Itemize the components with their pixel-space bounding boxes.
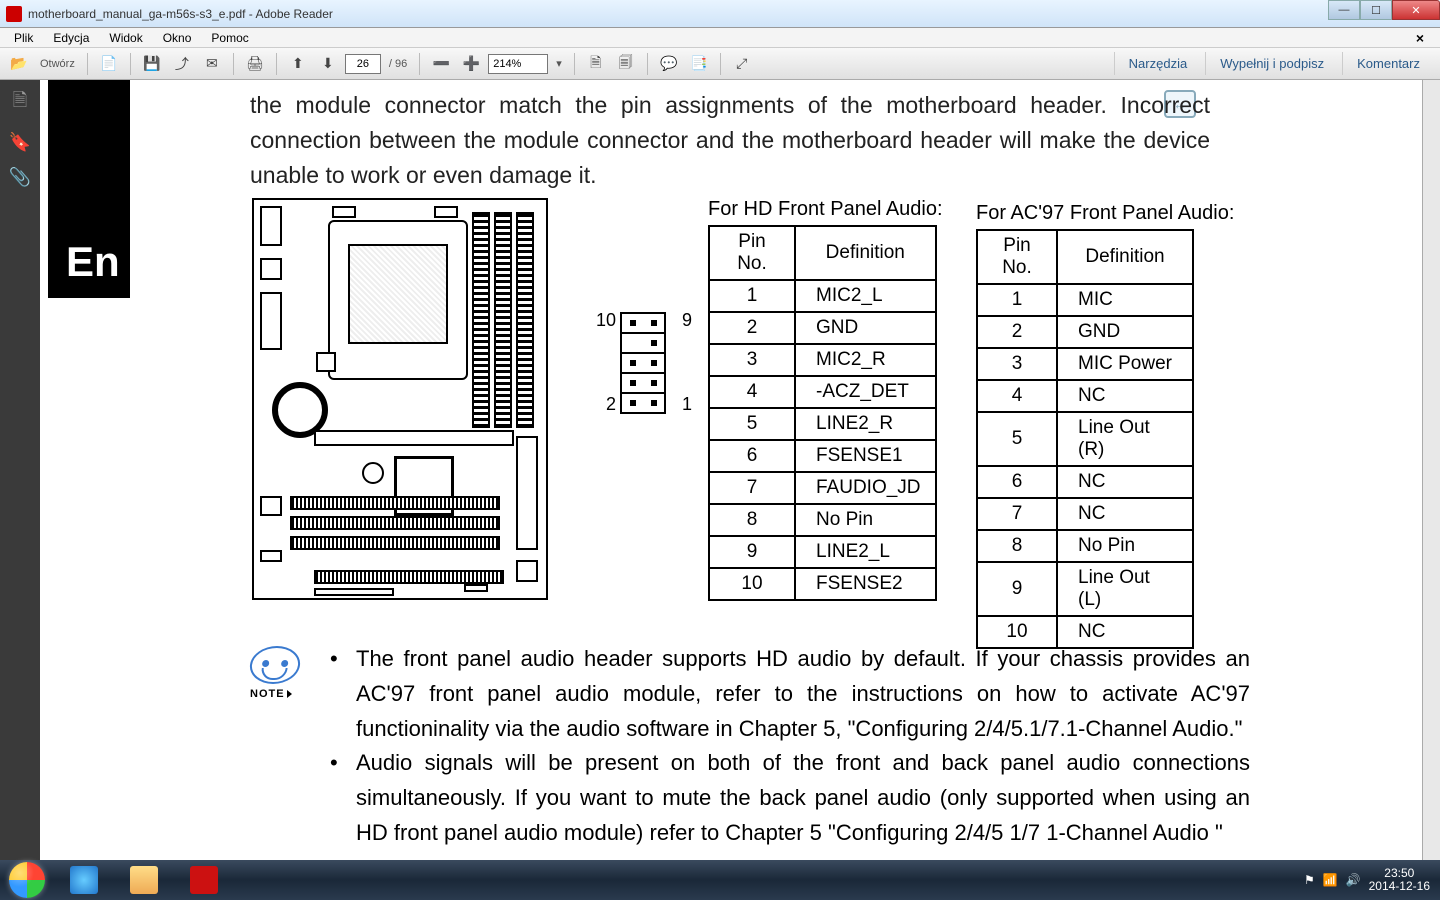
hd-audio-table: For HD Front Panel Audio: Pin No.Definit…	[708, 198, 943, 601]
pin-label-1: 1	[682, 394, 692, 415]
tools-panel-button[interactable]: Narzędzia	[1114, 52, 1202, 75]
create-pdf-button[interactable]: 📄	[96, 52, 122, 76]
save-button[interactable]: 💾	[139, 52, 165, 76]
attachments-icon[interactable]: 📎	[9, 167, 31, 188]
bookmarks-icon[interactable]: 🔖	[9, 132, 31, 153]
comment-tool-button[interactable]: 💬	[656, 52, 682, 76]
document-area: 🗎 🔖 📎 En ↔ the module connector match th…	[0, 80, 1440, 860]
print-button[interactable]: 🖨	[242, 52, 268, 76]
table-row: 4NC	[977, 380, 1193, 412]
taskbar-reader-button[interactable]	[174, 861, 234, 899]
tool-button-a[interactable]: 🗎	[583, 52, 609, 76]
window-minimize-button[interactable]: —	[1328, 0, 1360, 20]
zoom-out-button[interactable]: ➖	[428, 52, 454, 76]
window-maximize-button[interactable]: ☐	[1360, 0, 1392, 20]
table-row: 1MIC	[977, 284, 1193, 316]
menu-help[interactable]: Pomoc	[201, 31, 258, 45]
highlight-tool-button[interactable]: 📑	[686, 52, 712, 76]
menu-view[interactable]: Widok	[99, 31, 152, 45]
table-row: 1MIC2_L	[709, 280, 936, 312]
start-button[interactable]	[0, 860, 54, 900]
zoom-select[interactable]	[488, 54, 548, 74]
open-file-button[interactable]: 📂	[6, 52, 32, 76]
open-label: Otwórz	[36, 58, 79, 70]
table-row: 6FSENSE1	[709, 440, 936, 472]
export-button[interactable]: ⤴	[169, 52, 195, 76]
page-up-button[interactable]: ⬆	[285, 52, 311, 76]
table-row: 2GND	[977, 316, 1193, 348]
note-bullets: •The front panel audio header supports H…	[330, 642, 1250, 851]
system-tray: ⚑ 📶 🔊 23:50 2014-12-16	[1294, 867, 1440, 893]
tray-flag-icon[interactable]: ⚑	[1304, 873, 1315, 887]
table-row: 5Line Out (R)	[977, 412, 1193, 466]
fill-sign-panel-button[interactable]: Wypełnij i podpisz	[1205, 52, 1338, 75]
menu-close-doc-button[interactable]: ×	[1406, 30, 1434, 46]
note-icon: NOTE	[250, 646, 308, 700]
table-row: 9LINE2_L	[709, 536, 936, 568]
motherboard-diagram	[252, 198, 548, 600]
taskbar-ie-button[interactable]	[54, 861, 114, 899]
table-row: 8No Pin	[709, 504, 936, 536]
note-label: NOTE	[250, 688, 308, 700]
language-tab: En	[48, 80, 130, 298]
tool-button-b[interactable]: 🗐	[613, 52, 639, 76]
bullet-text: Audio signals will be present on both of…	[356, 746, 1250, 850]
page-number-input[interactable]	[345, 54, 381, 74]
comment-panel-button[interactable]: Komentarz	[1342, 52, 1434, 75]
table-row: 9Line Out (L)	[977, 562, 1193, 616]
window-title: motherboard_manual_ga-m56s-s3_e.pdf - Ad…	[28, 7, 333, 21]
table-row: 8No Pin	[977, 530, 1193, 562]
vertical-scrollbar[interactable]	[1422, 80, 1440, 860]
menu-edit[interactable]: Edycja	[43, 31, 99, 45]
pin-label-2: 2	[594, 394, 616, 415]
hd-table-caption: For HD Front Panel Audio:	[708, 198, 943, 221]
zoom-in-button[interactable]: ➕	[458, 52, 484, 76]
page-total-label: / 96	[385, 58, 411, 70]
menu-bar: Plik Edycja Widok Okno Pomoc ×	[0, 28, 1440, 48]
ac97-audio-table: For AC'97 Front Panel Audio: Pin No.Defi…	[976, 202, 1234, 649]
table-row: 2GND	[709, 312, 936, 344]
pin-label-9: 9	[682, 310, 692, 331]
taskbar: ⚑ 📶 🔊 23:50 2014-12-16	[0, 860, 1440, 900]
bullet-text: The front panel audio header supports HD…	[356, 642, 1250, 746]
pdf-page: En ↔ the module connector match the pin …	[40, 80, 1422, 860]
read-mode-button[interactable]: ⤢	[729, 52, 755, 76]
taskbar-clock[interactable]: 23:50 2014-12-16	[1369, 867, 1430, 893]
page-down-button[interactable]: ⬇	[315, 52, 341, 76]
email-button[interactable]: ✉	[199, 52, 225, 76]
menu-file[interactable]: Plik	[4, 31, 43, 45]
language-label: En	[66, 238, 120, 286]
side-panel: 🗎 🔖 📎	[0, 80, 40, 860]
app-icon	[6, 6, 22, 22]
tray-network-icon[interactable]: 📶	[1323, 873, 1338, 887]
ac97-table-caption: For AC'97 Front Panel Audio:	[976, 202, 1234, 225]
table-row: 5LINE2_R	[709, 408, 936, 440]
tray-volume-icon[interactable]: 🔊	[1346, 873, 1361, 887]
table-row: 6NC	[977, 466, 1193, 498]
toolbar: 📂 Otwórz 📄 💾 ⤴ ✉ 🖨 ⬆ ⬇ / 96 ➖ ➕ ▾ 🗎 🗐 💬 …	[0, 48, 1440, 80]
table-row: 7FAUDIO_JD	[709, 472, 936, 504]
taskbar-explorer-button[interactable]	[114, 861, 174, 899]
intro-paragraph: the module connector match the pin assig…	[250, 88, 1210, 193]
table-row: 7NC	[977, 498, 1193, 530]
table-row: 4-ACZ_DET	[709, 376, 936, 408]
pin-label-10: 10	[594, 310, 616, 331]
menu-window[interactable]: Okno	[153, 31, 202, 45]
clock-date: 2014-12-16	[1369, 880, 1430, 893]
table-row: 3MIC2_R	[709, 344, 936, 376]
window-close-button[interactable]: ✕	[1392, 0, 1440, 20]
thumbnails-icon[interactable]: 🗎	[13, 88, 27, 118]
table-row: 3MIC Power	[977, 348, 1193, 380]
table-row: 10FSENSE2	[709, 568, 936, 600]
window-titlebar: motherboard_manual_ga-m56s-s3_e.pdf - Ad…	[0, 0, 1440, 28]
zoom-chevron-icon[interactable]: ▾	[552, 57, 566, 70]
